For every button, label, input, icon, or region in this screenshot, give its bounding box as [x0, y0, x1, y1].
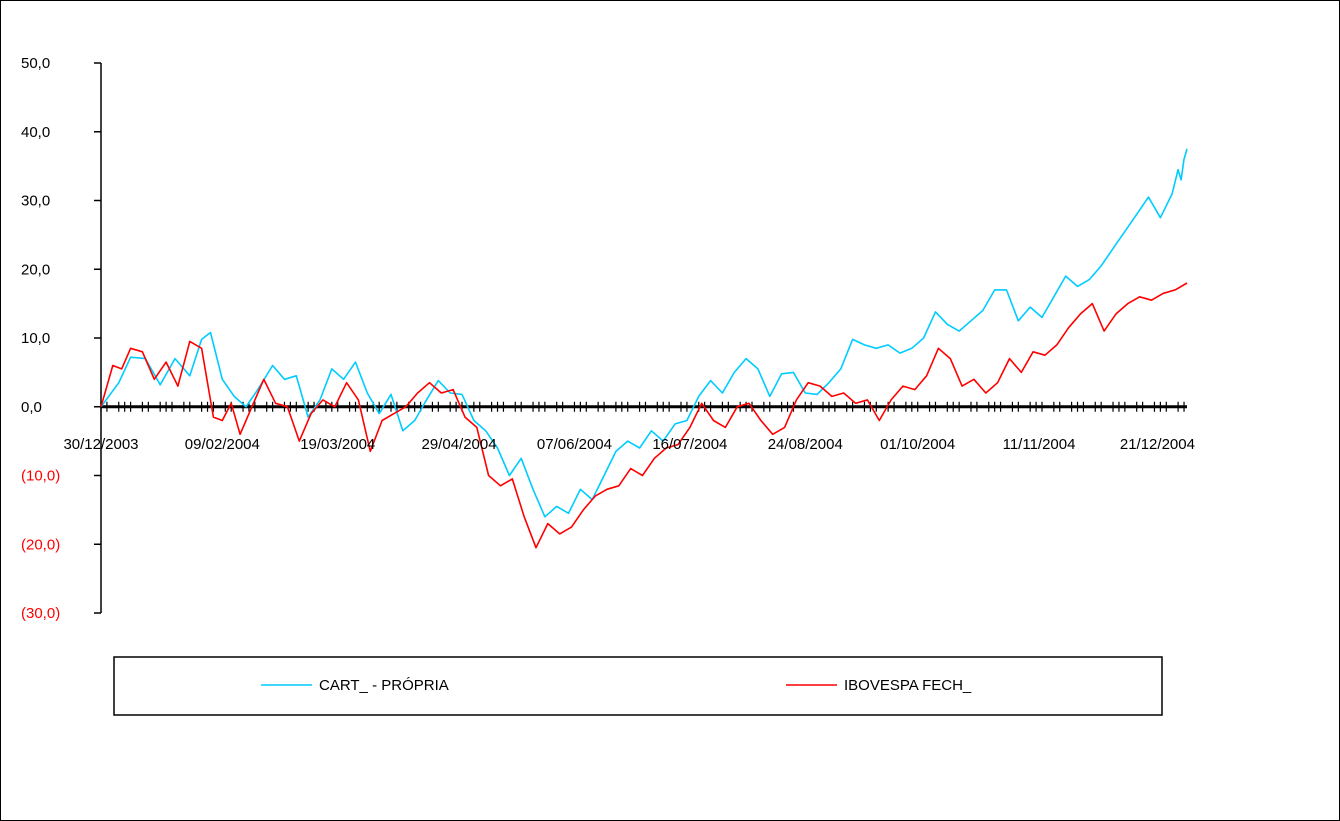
x-tick-label: 16/07/2004	[652, 436, 727, 453]
y-tick-label: 50,0	[21, 55, 50, 72]
y-tick-label: 30,0	[21, 193, 50, 210]
x-tick-label: 11/11/2004	[1003, 436, 1076, 453]
y-tick-label: 10,0	[21, 330, 50, 347]
legend: CART_ - PRÓPRIA IBOVESPA FECH_	[113, 656, 1163, 716]
y-tick-label: 20,0	[21, 261, 50, 278]
legend-label-ibovespa: IBOVESPA FECH_	[844, 677, 972, 694]
y-tick-label: (10,0)	[21, 468, 60, 485]
legend-label-cart-propria: CART_ - PRÓPRIA	[319, 677, 449, 694]
x-tick-label: 30/12/2003	[63, 436, 138, 453]
x-tick-label: 24/08/2004	[768, 436, 843, 453]
y-tick-label: 0,0	[21, 399, 42, 416]
legend-box	[113, 656, 1163, 716]
series-line-ibovespa	[100, 282, 1188, 549]
y-tick-label: (30,0)	[21, 605, 60, 622]
x-tick-label: 07/06/2004	[537, 436, 612, 453]
x-tick-label: 09/02/2004	[185, 436, 260, 453]
x-axis	[100, 401, 1187, 412]
y-axis	[94, 62, 102, 614]
x-tick-label: 01/10/2004	[880, 436, 955, 453]
x-tick-label: 21/12/2004	[1120, 436, 1195, 453]
y-tick-label: 40,0	[21, 124, 50, 141]
series-line-cart-propria	[100, 148, 1188, 518]
x-tick-label: 29/04/2004	[422, 436, 497, 453]
x-tick-label: 19/03/2004	[300, 436, 375, 453]
y-tick-label: (20,0)	[21, 536, 60, 553]
